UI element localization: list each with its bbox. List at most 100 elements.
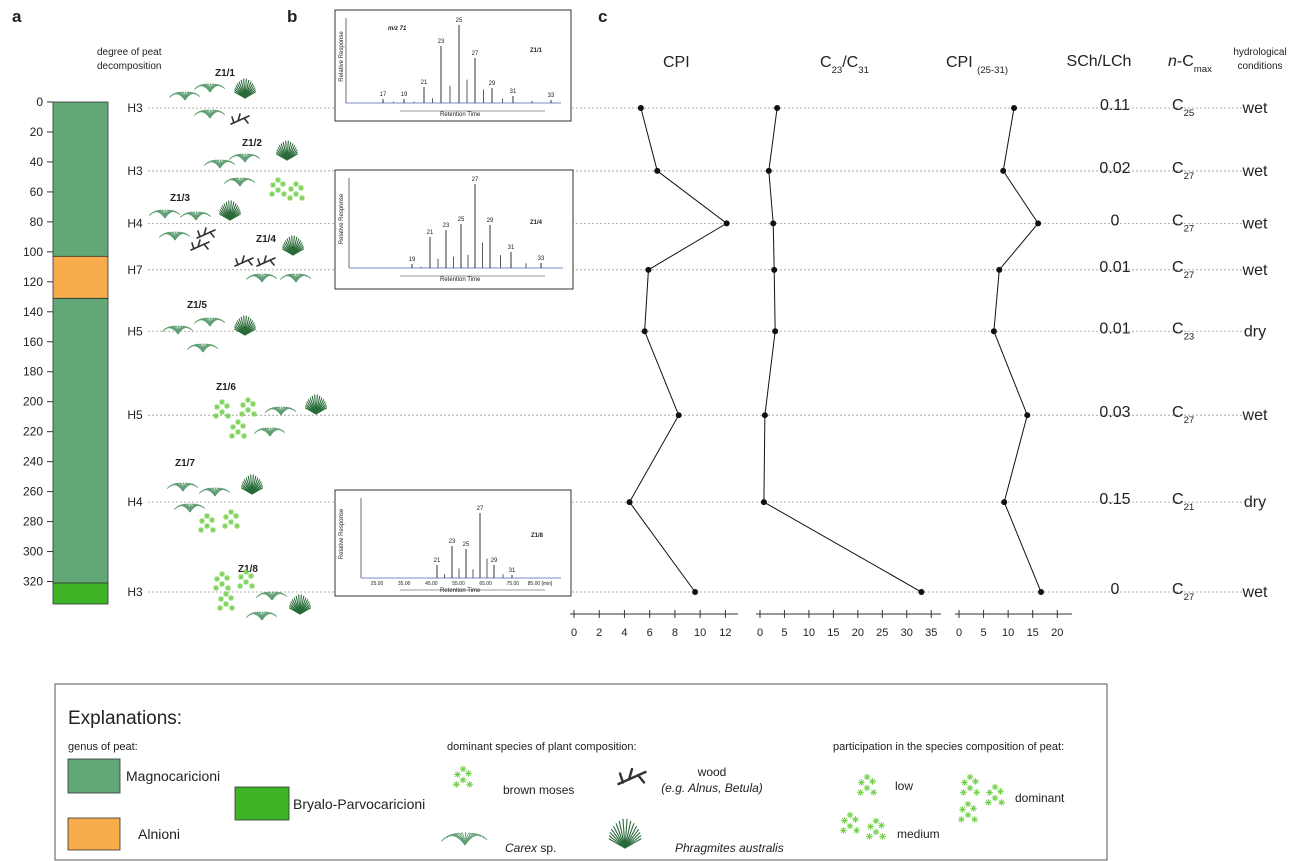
moss-frond — [243, 433, 247, 437]
moss-frond — [468, 770, 472, 774]
legend-heading: genus of peat: — [68, 741, 138, 753]
moss-frond — [988, 799, 992, 803]
scch-lch-value: 0 — [1111, 581, 1120, 598]
moss-frond — [252, 401, 256, 405]
carex-icon — [148, 209, 181, 219]
moss-frond — [219, 605, 223, 609]
n-cmax-value: C27 — [1172, 404, 1194, 426]
sample-id: Z1/8 — [238, 564, 258, 575]
leaf — [219, 161, 236, 169]
peak-label: 29 — [489, 81, 496, 87]
chrom-x-tick: 45.00 — [425, 581, 438, 587]
text-part: C — [1172, 581, 1184, 598]
n-cmax-value: C27 — [1172, 581, 1194, 603]
decomposition-degree: H5 — [127, 408, 143, 422]
peak-label: 27 — [477, 506, 484, 512]
text-part: max — [1194, 64, 1212, 75]
legend-label: brown moses — [503, 783, 574, 797]
leaf — [612, 825, 626, 849]
legend-label: dominant — [1015, 791, 1065, 805]
n-cmax-value: C25 — [1172, 97, 1194, 119]
leaf — [209, 111, 226, 119]
moss-icon — [287, 181, 305, 201]
phragmites-icon — [218, 200, 242, 221]
moss-frond — [237, 419, 241, 423]
text-part: 27 — [1184, 269, 1195, 280]
moss-frond — [469, 781, 473, 785]
peak-label: 31 — [510, 89, 517, 95]
moss-icon — [222, 509, 240, 529]
moss-icon — [213, 399, 231, 419]
chart-title: CPI — [663, 54, 690, 71]
legend-label: medium — [897, 827, 940, 841]
y-tick-label: 200 — [23, 395, 43, 409]
leaf — [202, 345, 219, 353]
profile-point — [641, 328, 648, 335]
profile-point — [761, 412, 768, 419]
moss-frond — [873, 789, 877, 793]
moss-frond — [866, 785, 870, 789]
moss-frond — [231, 605, 235, 609]
wood-icon — [230, 113, 250, 125]
moss-frond — [224, 523, 228, 527]
text-part: CPI — [946, 54, 977, 71]
leaf — [271, 593, 288, 601]
peak-label: 25 — [456, 18, 463, 24]
moss-frond — [242, 402, 246, 406]
x-tick-label: 5 — [781, 627, 787, 639]
moss-icon — [213, 571, 231, 591]
moss-frond — [870, 823, 874, 827]
text-part: 25 — [1184, 107, 1195, 118]
legend-label: Phragmites australis — [675, 841, 784, 855]
carex-icon — [228, 153, 261, 163]
moss-frond — [227, 413, 231, 417]
leaf — [177, 327, 194, 335]
peak-label: 27 — [472, 177, 479, 183]
moss-frond — [875, 829, 879, 833]
x-tick-label: 15 — [1027, 627, 1039, 639]
y-tick-label: 40 — [30, 155, 44, 169]
carex-icon — [179, 211, 212, 221]
scch-lch-value: 0.03 — [1099, 404, 1130, 421]
decomposition-degree: H3 — [127, 101, 143, 115]
x-tick-label: 4 — [621, 627, 627, 639]
profile-point — [626, 499, 633, 506]
text-part: Carex — [505, 841, 538, 855]
y-tick-label: 180 — [23, 365, 43, 379]
leaf — [174, 233, 191, 241]
moss-frond — [227, 585, 231, 589]
x-tick-label: 25 — [876, 627, 888, 639]
profile-point — [637, 104, 644, 111]
moss-frond — [230, 519, 234, 523]
column-header: conditions — [1237, 61, 1282, 72]
moss-frond — [975, 778, 979, 782]
text-part: C — [1172, 97, 1184, 114]
peak-label: 21 — [427, 230, 434, 236]
moss-frond — [277, 187, 281, 191]
moss-icon — [985, 783, 1005, 806]
moss-icon — [198, 513, 216, 533]
moss-icon — [229, 419, 247, 439]
chrom-x-tick: 55.00 — [452, 581, 465, 587]
carex-icon — [158, 231, 191, 241]
moss-frond — [221, 571, 225, 575]
sample-id: Z1/4 — [256, 234, 276, 245]
text-part: 23 — [1184, 331, 1195, 342]
profile-point — [996, 266, 1003, 273]
x-tick-label: 15 — [827, 627, 839, 639]
moss-frond — [215, 585, 219, 589]
text-part: 21 — [1184, 502, 1195, 513]
legend-label: Bryalo-Parvocaricioni — [293, 796, 425, 812]
leaf — [189, 505, 206, 513]
carex-icon — [198, 487, 231, 497]
moss-frond — [271, 191, 275, 195]
moss-icon — [958, 800, 978, 823]
carex-icon — [173, 503, 206, 513]
y-tick-label: 140 — [23, 305, 43, 319]
peat-layer — [52, 297, 109, 584]
chrom-x-label: Retention Time — [440, 588, 481, 594]
leaf — [184, 93, 201, 101]
peak-label: 23 — [449, 539, 456, 545]
wood-icon — [196, 227, 216, 239]
